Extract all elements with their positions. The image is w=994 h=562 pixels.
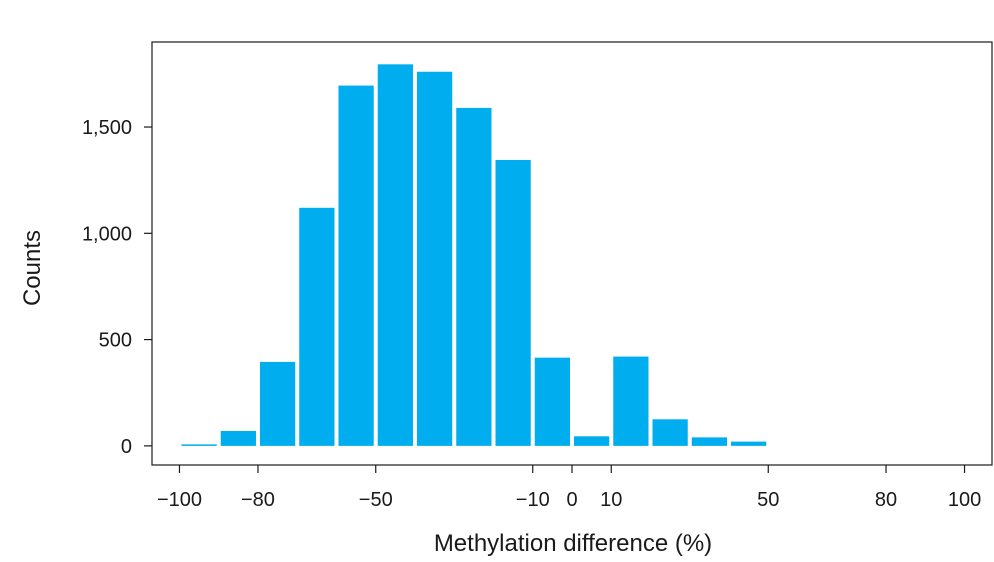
y-tick-label: 500 bbox=[99, 330, 132, 352]
x-tick-label: 80 bbox=[875, 489, 897, 511]
histogram-bar bbox=[181, 444, 217, 446]
histogram-bar bbox=[456, 107, 492, 446]
x-tick-label: −50 bbox=[359, 489, 393, 511]
histogram-bar bbox=[220, 430, 256, 446]
histogram-bar bbox=[534, 357, 570, 446]
histogram-bar bbox=[416, 71, 453, 446]
histogram-bar bbox=[731, 441, 767, 446]
bars-layer bbox=[181, 64, 767, 446]
histogram-bar bbox=[299, 207, 335, 446]
x-tick-label: 0 bbox=[566, 489, 577, 511]
histogram-bar bbox=[338, 85, 374, 446]
y-tick-label: 0 bbox=[121, 436, 132, 458]
y-axis: 0 500 1,000 1,500 bbox=[82, 117, 152, 458]
x-tick-label: −80 bbox=[241, 489, 275, 511]
x-tick-label: −10 bbox=[516, 489, 550, 511]
y-tick-label: 1,000 bbox=[82, 223, 132, 245]
histogram-bar bbox=[613, 356, 649, 446]
histogram-bar bbox=[574, 436, 610, 446]
x-tick-label: 10 bbox=[600, 489, 622, 511]
x-tick-label: 100 bbox=[948, 489, 981, 511]
histogram-bar bbox=[259, 361, 296, 446]
x-axis-title: Methylation difference (%) bbox=[434, 530, 712, 557]
histogram-bar bbox=[495, 159, 531, 446]
y-tick-label: 1,500 bbox=[82, 117, 132, 139]
y-axis-title: Counts bbox=[19, 230, 46, 306]
x-tick-label: −100 bbox=[157, 489, 202, 511]
x-tick-label: 50 bbox=[757, 489, 779, 511]
histogram-bar bbox=[691, 437, 728, 446]
x-axis: −100 −80 −50 −10 0 10 50 80 100 bbox=[157, 465, 981, 511]
histogram-bar bbox=[377, 64, 413, 446]
histogram-bar bbox=[652, 419, 688, 446]
